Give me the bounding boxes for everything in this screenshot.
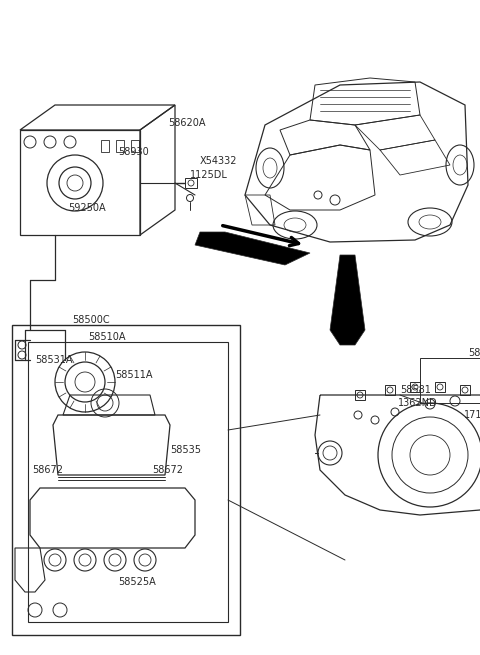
Text: 58511A: 58511A [115, 370, 153, 380]
Text: 58535: 58535 [170, 445, 201, 455]
Polygon shape [330, 255, 365, 345]
Text: 58531A: 58531A [35, 355, 72, 365]
Bar [12, 325, 240, 635]
Bar [420, 358, 480, 403]
Bar [385, 385, 395, 395]
Bar [101, 140, 109, 152]
Text: 1362ND: 1362ND [398, 398, 438, 408]
Bar [131, 140, 139, 152]
Bar [116, 140, 124, 152]
Text: 59250A: 59250A [68, 203, 106, 213]
Text: 58525A: 58525A [118, 577, 156, 587]
Text: 58930: 58930 [118, 147, 149, 157]
Text: X54332: X54332 [200, 156, 238, 166]
Polygon shape [195, 232, 310, 265]
Text: 58581: 58581 [400, 385, 431, 395]
Text: 1125DL: 1125DL [190, 170, 228, 180]
Text: 1710AB: 1710AB [464, 410, 480, 420]
Bar [28, 342, 228, 622]
Text: 58672: 58672 [32, 465, 63, 475]
Bar [355, 390, 365, 400]
Text: 58580F: 58580F [468, 348, 480, 358]
Text: 58620A: 58620A [168, 118, 205, 128]
Text: 58672: 58672 [152, 465, 183, 475]
Bar [410, 382, 420, 392]
Bar [185, 178, 197, 188]
Text: 58500C: 58500C [72, 315, 109, 325]
Bar [435, 382, 445, 392]
Text: 58510A: 58510A [88, 332, 125, 342]
Bar [460, 385, 470, 395]
